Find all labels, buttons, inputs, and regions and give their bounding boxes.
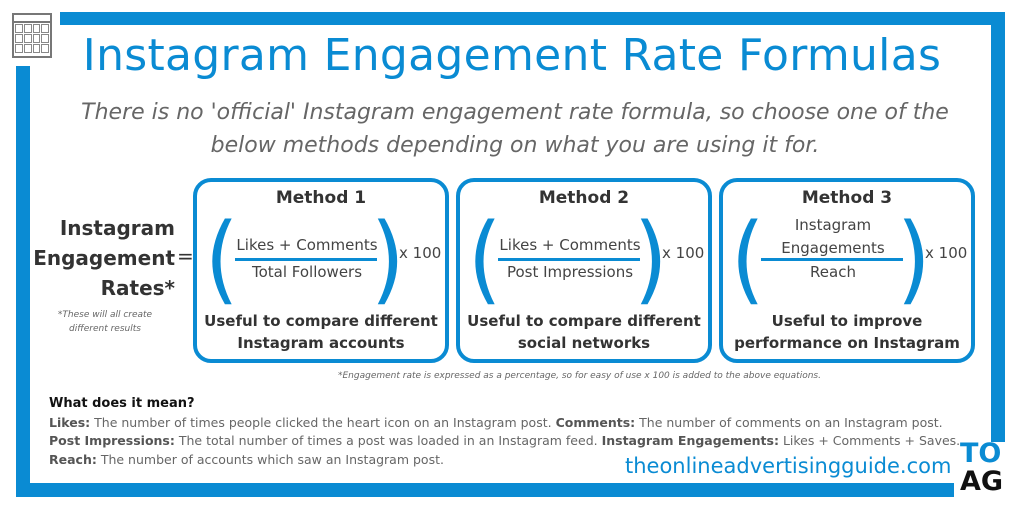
lhs-line: Rates* <box>100 276 175 300</box>
term: Likes: <box>49 414 91 430</box>
denominator: Reach <box>810 263 856 281</box>
definitions-heading: What does it mean? <box>49 396 195 411</box>
method-use: Useful to compare different social netwo… <box>467 312 701 352</box>
left-paren: ( <box>204 203 239 315</box>
denominator: Total Followers <box>251 263 363 281</box>
frame-top <box>60 12 1005 25</box>
multiplier: x 100 <box>662 244 705 262</box>
right-paren: ) <box>370 203 405 315</box>
logo-top: TO <box>960 438 1002 469</box>
page-title: Instagram Engagement Rate Formulas <box>82 30 942 81</box>
lhs-note: *These will all create different results <box>57 310 153 334</box>
frame-bottom <box>16 483 954 497</box>
definitions: What does it mean? Likes: The number of … <box>49 395 960 469</box>
multiplier: x 100 <box>925 244 968 262</box>
footnote: *Engagement rate is expressed as a perce… <box>338 371 821 381</box>
lhs-line: Engagement <box>33 246 175 270</box>
multiplier: x 100 <box>399 244 442 262</box>
right-paren: ) <box>633 203 668 315</box>
definition: The number of accounts which saw an Inst… <box>96 451 444 467</box>
frame-left <box>16 66 30 497</box>
left-paren: ( <box>730 203 765 315</box>
lhs-line: Instagram <box>59 216 175 240</box>
term: Instagram Engagements: <box>601 433 779 448</box>
denominator: Post Impressions <box>506 263 634 281</box>
method-2-card: Method 2 ( Likes + Comments Post Impress… <box>456 178 712 363</box>
website-url[interactable]: theonlineadvertisingguide.com <box>625 454 952 478</box>
method-use: Useful to compare different Instagram ac… <box>204 312 438 352</box>
term: Reach: <box>49 451 97 467</box>
logo-bottom: AG <box>960 466 1004 497</box>
numerator: Likes + Comments <box>499 236 641 254</box>
left-paren: ( <box>467 203 502 315</box>
definition: The number of times people clicked the h… <box>90 414 556 430</box>
calculator-icon <box>12 13 52 58</box>
method-use: Useful to improve performance on Instagr… <box>734 312 960 352</box>
definition: The number of comments on an Instagram p… <box>635 414 943 430</box>
term: Post Impressions: <box>49 433 175 448</box>
method-title: Method 2 <box>538 188 630 208</box>
subtitle: There is no 'official' Instagram engagem… <box>81 100 949 158</box>
toag-logo: TO AG <box>960 440 1003 496</box>
fraction-line <box>235 258 377 261</box>
fraction-line <box>498 258 640 261</box>
term: Comments: <box>555 414 636 430</box>
definition: The total number of times a post was loa… <box>174 433 602 448</box>
fraction-line <box>761 258 903 261</box>
numerator: Instagram Engagements <box>781 216 885 257</box>
method-title: Method 1 <box>275 188 367 208</box>
formula-lhs: Instagram Engagement Rates* <box>30 213 175 303</box>
frame-right <box>991 12 1005 442</box>
numerator: Likes + Comments <box>236 236 378 254</box>
method-1-card: Method 1 ( Likes + Comments Total Follow… <box>193 178 449 363</box>
equals-sign: = <box>177 244 194 268</box>
right-paren: ) <box>896 203 931 315</box>
definition: Likes + Comments + Saves. <box>778 433 961 448</box>
method-3-card: Method 3 ( Instagram Engagements Reach )… <box>719 178 975 363</box>
method-title: Method 3 <box>801 188 893 208</box>
